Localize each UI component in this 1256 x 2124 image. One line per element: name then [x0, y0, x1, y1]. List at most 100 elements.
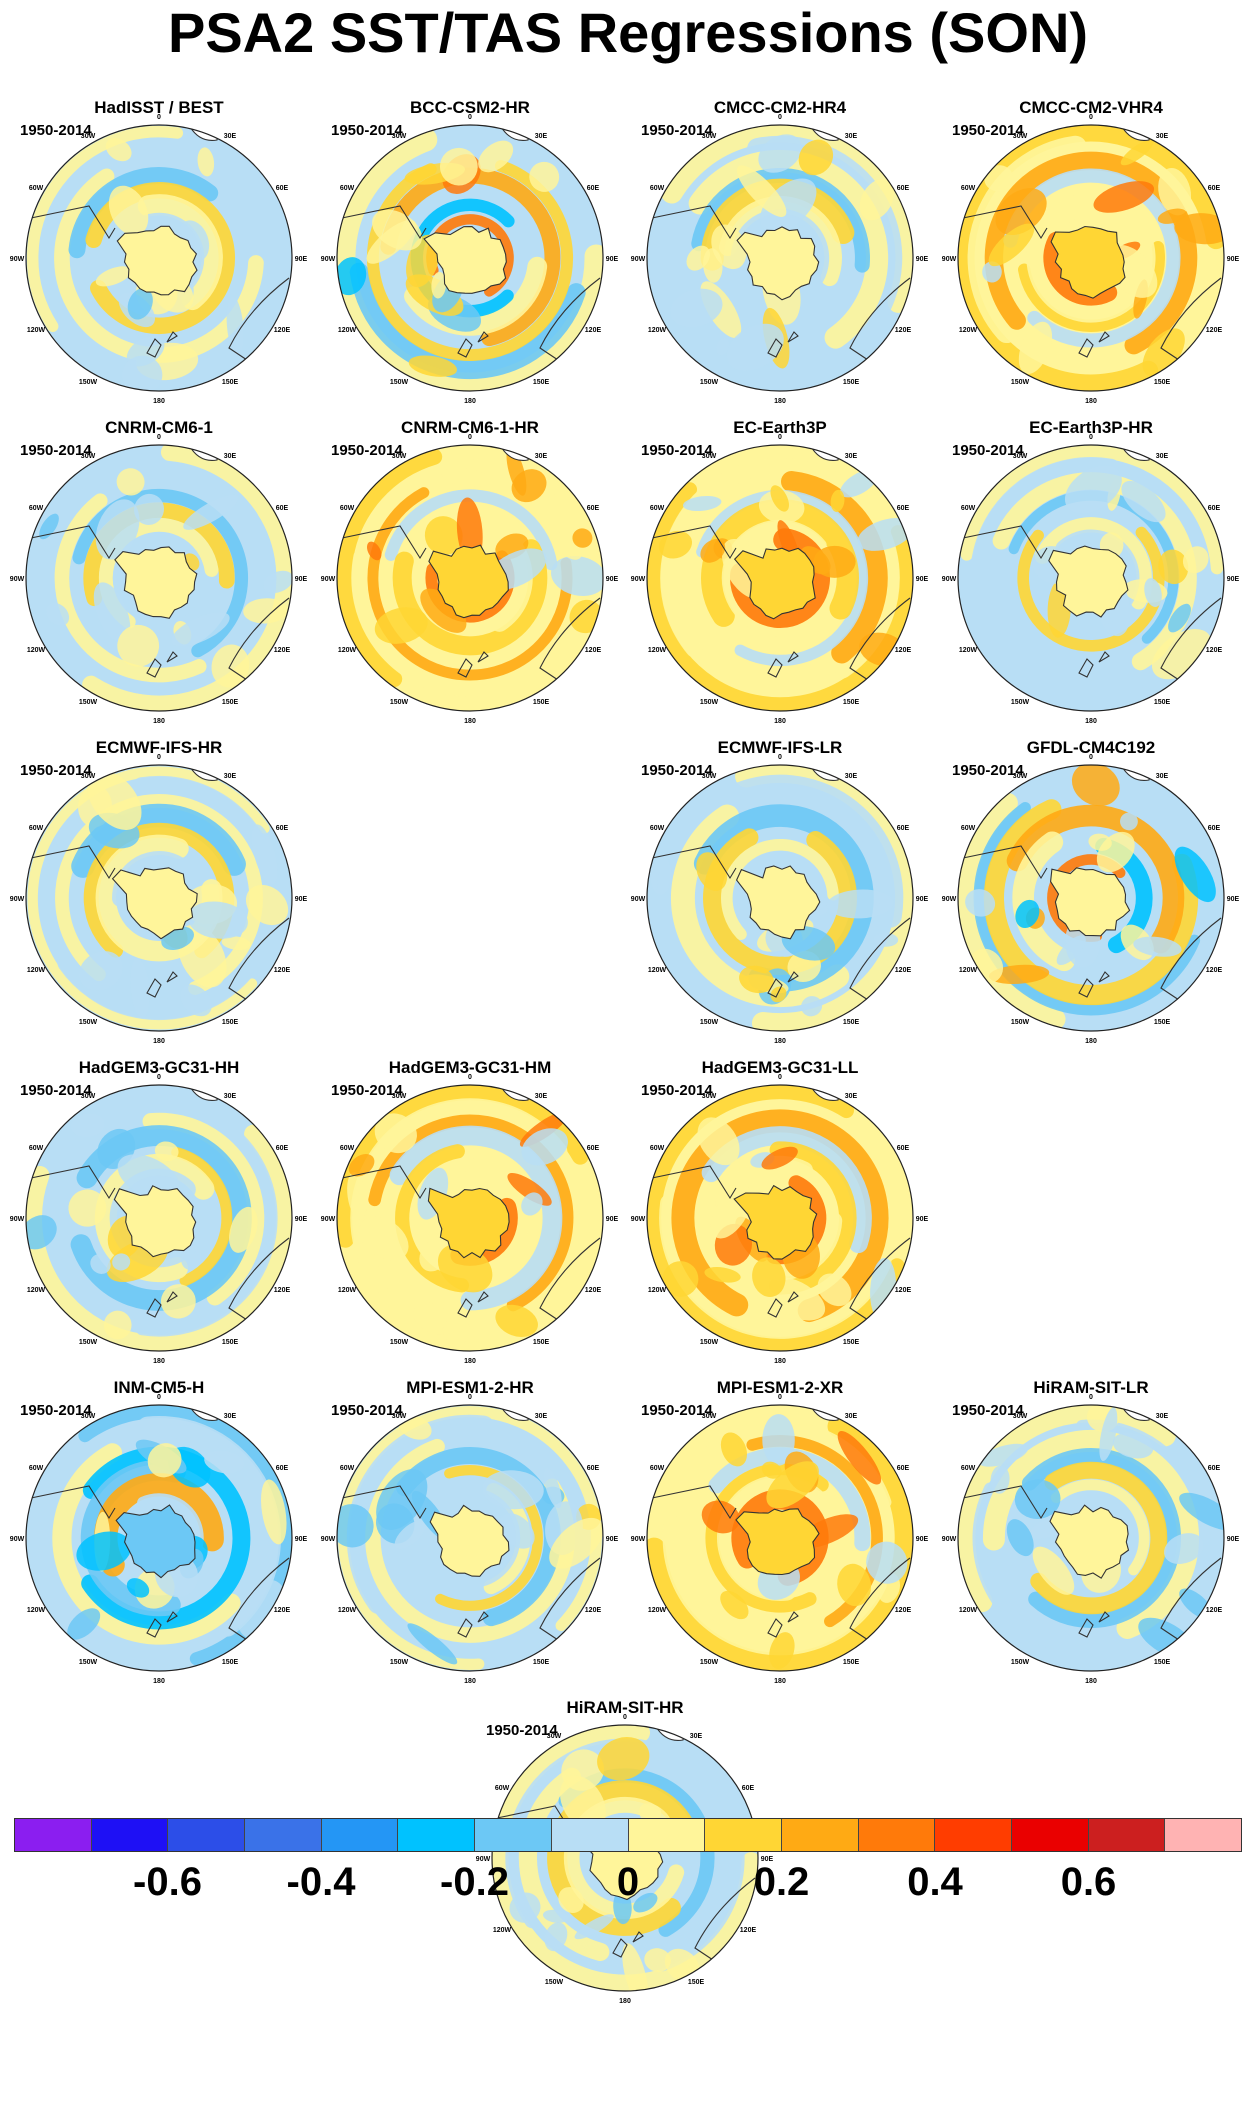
longitude-label: 60W — [961, 185, 976, 192]
map-boundary — [957, 444, 1225, 712]
longitude-label: 150E — [843, 1659, 860, 1666]
longitude-label: 0 — [157, 1074, 161, 1081]
panel-title: HiRAM-SIT-HR — [566, 1698, 684, 1717]
colorbar-cell — [398, 1819, 476, 1851]
panel-title: BCC-CSM2-HR — [410, 98, 530, 117]
polar-map: 0 30E 60E 90E 120E 150E 180 150W 120W 90W 60W 30W — [321, 1394, 619, 1685]
polar-map: 0 30E 60E 90E 120E 150E 180 150W 120W 90W 60W 30W — [942, 434, 1240, 725]
longitude-label: 60W — [650, 1145, 665, 1152]
map-field — [958, 125, 1224, 391]
map-panel: HiRAM-SIT-HR 1950-2014 0 30E 60E 90E 120E 150E 1… — [476, 1698, 774, 2005]
longitude-label: 120E — [274, 1287, 291, 1294]
longitude-label: 60W — [650, 185, 665, 192]
antarctica-outline — [1050, 225, 1126, 299]
longitude-label: 150W — [1011, 699, 1030, 706]
new-zealand-outline — [146, 971, 178, 998]
map-boundary — [336, 1404, 604, 1672]
longitude-label: 180 — [774, 398, 786, 405]
longitude-label: 120W — [338, 327, 357, 334]
longitude-label: 60E — [276, 1145, 289, 1152]
longitude-label: 90E — [761, 1856, 774, 1863]
longitude-label: 30E — [845, 1413, 858, 1420]
longitude-label: 150E — [1154, 1659, 1171, 1666]
map-boundary — [646, 1084, 914, 1352]
panel-period: 1950-2014 — [952, 762, 1024, 779]
longitude-label: 90E — [295, 1536, 308, 1543]
longitude-label: 120E — [585, 1287, 602, 1294]
map-field — [337, 1085, 603, 1351]
longitude-label: 90E — [1227, 896, 1240, 903]
longitude-label: 90W — [631, 1536, 646, 1543]
longitude-label: 30W — [702, 1093, 717, 1100]
longitude-label: 30E — [845, 453, 858, 460]
australia-outline — [849, 277, 911, 369]
antarctica-outline — [733, 547, 816, 620]
polar-map: 0 30E 60E 90E 120E 150E 180 150W 120W 90W 60W 30W — [321, 1074, 619, 1365]
longitude-label: 60E — [276, 825, 289, 832]
longitude-label: 60W — [340, 185, 355, 192]
longitude-label: 90W — [631, 256, 646, 263]
longitude-label: 60W — [340, 1145, 355, 1152]
longitude-label: 30W — [547, 1733, 562, 1740]
longitude-label: 90W — [10, 256, 25, 263]
longitude-label: 120W — [648, 967, 667, 974]
longitude-label: 30W — [392, 1413, 407, 1420]
longitude-label: 30E — [845, 133, 858, 140]
panel-title: HadGEM3-GC31-HH — [78, 1058, 240, 1077]
longitude-label: 150W — [390, 1339, 409, 1346]
longitude-label: 30E — [535, 453, 548, 460]
colorbar-cell — [1011, 1819, 1089, 1851]
panel-period: 1950-2014 — [952, 1402, 1024, 1419]
new-zealand-outline — [146, 1611, 178, 1638]
map-panel: ECMWF-IFS-HR 1950-2014 0 30E 60E 90E 120E 150E 1… — [10, 738, 308, 1045]
longitude-label: 60W — [340, 505, 355, 512]
colorbar-cell — [551, 1819, 629, 1851]
longitude-label: 30E — [224, 1413, 237, 1420]
longitude-label: 120E — [1206, 327, 1223, 334]
longitude-label: 0 — [1089, 754, 1093, 761]
south-america-outline — [651, 1165, 737, 1200]
longitude-label: 30W — [702, 773, 717, 780]
colorbar-cell — [858, 1819, 936, 1851]
longitude-label: 0 — [157, 434, 161, 441]
polar-map: 0 30E 60E 90E 120E 150E 180 150W 120W 90W 60W 30W — [476, 1714, 774, 2005]
australia-outline — [228, 277, 290, 369]
antarctica-outline — [733, 1184, 818, 1260]
new-zealand-outline — [767, 1611, 799, 1638]
longitude-label: 30W — [81, 773, 96, 780]
longitude-label: 150W — [79, 1659, 98, 1666]
longitude-label: 60E — [587, 1145, 600, 1152]
south-america-outline — [30, 845, 116, 880]
colorbar-cell — [1088, 1819, 1166, 1851]
panel-period: 1950-2014 — [20, 1402, 92, 1419]
longitude-label: 120W — [27, 1287, 46, 1294]
new-zealand-outline — [1078, 331, 1110, 358]
longitude-label: 120E — [274, 327, 291, 334]
longitude-label: 60E — [587, 185, 600, 192]
longitude-label: 150E — [843, 699, 860, 706]
longitude-label: 90E — [1227, 256, 1240, 263]
south-america-outline — [30, 1485, 116, 1520]
longitude-label: 30E — [1156, 1413, 1169, 1420]
longitude-label: 0 — [623, 1714, 627, 1721]
longitude-label: 150W — [390, 379, 409, 386]
map-field — [958, 765, 1224, 1031]
longitude-label: 30E — [1156, 453, 1169, 460]
australia-outline — [1160, 597, 1222, 689]
new-zealand-outline — [146, 331, 178, 358]
south-america-outline — [651, 205, 737, 240]
longitude-label: 120E — [895, 647, 912, 654]
longitude-label: 0 — [468, 434, 472, 441]
map-field — [337, 445, 603, 711]
longitude-label: 60E — [587, 1465, 600, 1472]
longitude-label: 120E — [740, 1927, 757, 1934]
longitude-label: 60E — [587, 505, 600, 512]
longitude-label: 30E — [845, 1093, 858, 1100]
polar-map: 0 30E 60E 90E 120E 150E 180 150W 120W 90W 60W 30W — [10, 754, 308, 1045]
map-boundary — [957, 124, 1225, 392]
longitude-label: 60W — [495, 1785, 510, 1792]
longitude-label: 180 — [153, 1678, 165, 1685]
longitude-label: 150E — [222, 379, 239, 386]
longitude-label: 90E — [295, 576, 308, 583]
colorbar-cell — [475, 1819, 552, 1851]
